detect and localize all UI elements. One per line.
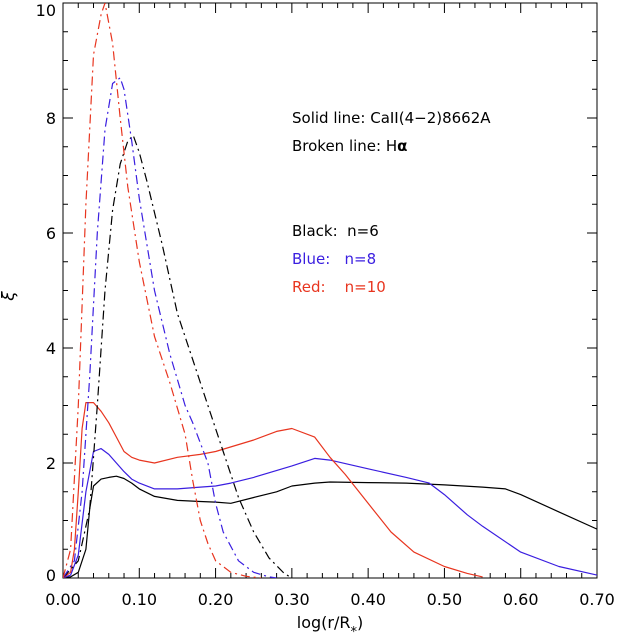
- y-tick-label: 6: [46, 224, 56, 243]
- x-axis-label-sub: *: [350, 625, 357, 639]
- x-tick-label: 0.30: [274, 590, 310, 609]
- y-axis-label: ξ: [0, 291, 19, 302]
- y-tick-label: 8: [46, 109, 56, 128]
- annotation-blue: Blue: n=8: [292, 250, 376, 268]
- annotation-broken-line-prefix: Broken line: H: [292, 137, 397, 155]
- x-axis-label-close: ): [357, 613, 363, 632]
- x-tick-label: 0.40: [350, 590, 386, 609]
- annotation-red: Red: n=10: [292, 278, 386, 296]
- x-tick-label: 0.00: [45, 590, 81, 609]
- x-tick-label: 0.60: [503, 590, 539, 609]
- series-line-3-solid: [63, 402, 483, 578]
- series-line-6-dashdot: [63, 3, 262, 578]
- axis-ticks: 0.00 0.10 0.20 0.30 0.40 0.50 0.60 0.70 0 2 4 6 8 10: [36, 1, 615, 609]
- y-tick-label: 10: [36, 1, 56, 20]
- x-tick-label: 0.50: [427, 590, 463, 609]
- x-tick-label: 0.70: [579, 590, 615, 609]
- annotation-broken-line: Broken line: Hα: [292, 137, 407, 155]
- y-tick-label: 0: [46, 566, 56, 585]
- x-axis-label: log(r/R*): [297, 613, 363, 639]
- annotation-black: Black: n=6: [292, 222, 379, 240]
- x-axis-label-main: log(r/R: [297, 613, 351, 632]
- series-line-1-solid: [63, 475, 597, 578]
- series-line-4-dashdot: [63, 134, 293, 578]
- y-tick-label: 2: [46, 454, 56, 473]
- y-tick-label: 4: [46, 339, 56, 358]
- x-tick-label: 0.20: [198, 590, 234, 609]
- x-tick-label: 0.10: [121, 590, 157, 609]
- series-group: [63, 3, 597, 578]
- annotation-broken-line-symbol: α: [397, 137, 407, 155]
- series-line-5-dashdot: [63, 77, 277, 578]
- annotation-solid-line: Solid line: CaII(4−2)8662A: [292, 109, 491, 127]
- series-line-2-solid: [63, 448, 597, 578]
